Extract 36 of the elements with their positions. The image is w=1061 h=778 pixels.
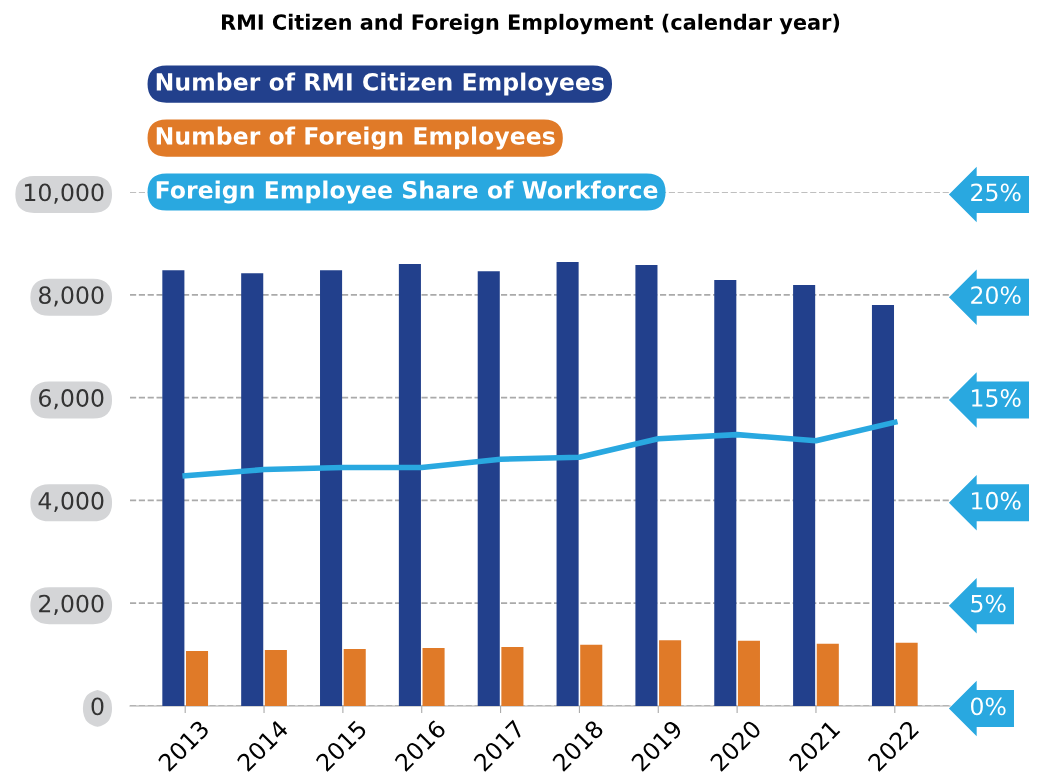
bar	[185, 651, 209, 706]
text: Foreign Employee Share of Workforce	[156, 180, 658, 204]
bar	[398, 263, 421, 706]
y2-tick-label: 0%	[971, 697, 1006, 716]
bar	[737, 640, 760, 706]
bar	[714, 279, 737, 706]
bar	[241, 273, 264, 706]
bar	[871, 305, 895, 706]
y2-tick-label: 5%	[971, 594, 1006, 613]
bar	[635, 264, 658, 706]
y-tick-label: 4,000	[38, 491, 104, 513]
y-tick-label: 2,000	[39, 594, 104, 615]
bar	[343, 648, 366, 706]
y2-tick-label: 20%	[971, 286, 1021, 305]
y-tick-label: 10,000	[24, 183, 104, 204]
y-tick-label: 6,000	[39, 389, 104, 410]
y-tick-label: 0	[91, 697, 104, 716]
bar	[659, 640, 682, 706]
text: Number of Foreign Employees	[156, 126, 555, 150]
bar	[162, 270, 185, 706]
bar	[895, 642, 918, 706]
y2-tick-label: 10%	[972, 491, 1021, 510]
bar	[816, 643, 839, 706]
bar	[264, 649, 287, 706]
bar	[793, 285, 816, 706]
bar	[320, 270, 343, 706]
bar	[422, 647, 445, 706]
bar	[501, 646, 524, 706]
y-tick-label: 8,000	[39, 286, 104, 307]
bar	[556, 261, 579, 706]
y2-tick-label: 25%	[971, 183, 1021, 202]
y2-tick-label: 15%	[972, 389, 1021, 407]
chart-title: RMI Citizen and Foreign Employment (calendar year)	[222, 13, 840, 35]
bar	[477, 271, 500, 706]
text: Number of RMI Citizen Employees	[156, 72, 604, 96]
bar	[580, 644, 603, 706]
